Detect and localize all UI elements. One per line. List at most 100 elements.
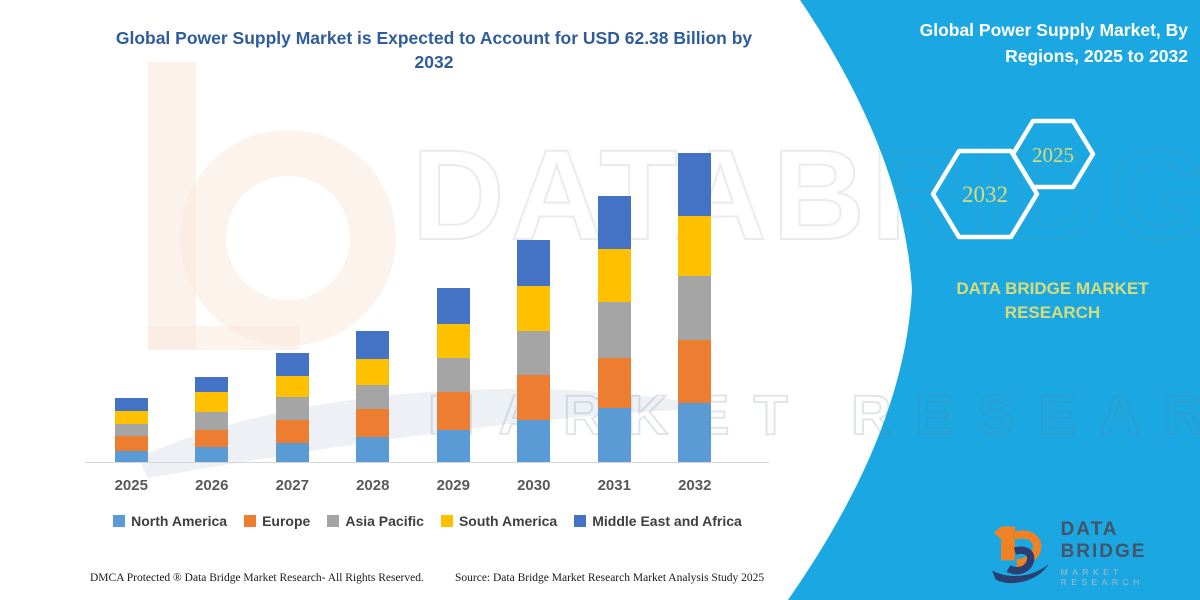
legend-item[interactable]: North America — [113, 513, 227, 529]
bar-segment[interactable] — [597, 249, 631, 303]
bar-segment[interactable] — [195, 377, 229, 392]
bar-segment[interactable] — [597, 302, 631, 358]
legend-swatch — [244, 515, 257, 527]
bar-segment[interactable] — [275, 397, 309, 421]
bar-segment[interactable] — [356, 437, 390, 463]
legend-label: Middle East and Africa — [592, 513, 742, 529]
bar-segment[interactable] — [678, 402, 712, 463]
bar-segment[interactable] — [195, 429, 229, 448]
legend-item[interactable]: South America — [440, 513, 557, 529]
bar-segment[interactable] — [517, 331, 551, 375]
logo-text-block: DATA BRIDGE MARKET RESEARCH — [1061, 519, 1200, 587]
x-axis-label-2030: 2030 — [517, 477, 551, 494]
bar-slot-2032 — [655, 142, 736, 463]
chart-title-line2: 2032 — [414, 52, 454, 72]
bar-segment[interactable] — [275, 420, 309, 444]
bar-segment[interactable] — [275, 443, 309, 463]
panel-brand-name: DATA BRIDGE MARKET RESEARCH — [930, 277, 1175, 325]
bar-slot-2028 — [333, 142, 414, 463]
stacked-bar-2031[interactable] — [597, 196, 631, 463]
bar-segment[interactable] — [195, 391, 229, 412]
x-axis-label-2026: 2026 — [195, 477, 229, 494]
bar-segment[interactable] — [114, 411, 148, 425]
bar-segment[interactable] — [356, 358, 390, 385]
bar-segment[interactable] — [356, 384, 390, 410]
stacked-bar-2025[interactable] — [114, 397, 148, 463]
hexagon-badge-2025: 2025 — [1010, 118, 1096, 190]
side-panel-title-line1: Global Power Supply Market, By — [919, 20, 1188, 40]
bar-slot-2029 — [413, 142, 494, 463]
bar-segment[interactable] — [195, 447, 229, 463]
source-attribution-text: Source: Data Bridge Market Research Mark… — [455, 572, 765, 584]
stacked-bar-2027[interactable] — [275, 352, 309, 463]
bar-segment[interactable] — [517, 240, 551, 287]
bar-slot-2027 — [252, 142, 333, 463]
legend-item[interactable]: Middle East and Africa — [574, 513, 742, 529]
bar-segment[interactable] — [517, 419, 551, 463]
bar-segment[interactable] — [436, 392, 470, 431]
stacked-bar-2029[interactable] — [436, 288, 470, 463]
legend-label: North America — [131, 513, 228, 529]
chart-legend: North America Europe Asia Pacific South Ame… — [80, 513, 775, 529]
panel-brand-line1: DATA BRIDGE MARKET — [956, 279, 1149, 298]
x-axis-label-2028: 2028 — [356, 477, 390, 494]
bar-segment[interactable] — [678, 339, 712, 403]
stacked-bar-2030[interactable] — [517, 240, 551, 463]
bar-segment[interactable] — [436, 323, 470, 358]
bar-segment[interactable] — [275, 376, 309, 398]
bar-segment[interactable] — [114, 424, 148, 437]
bar-segment[interactable] — [436, 430, 470, 463]
company-logo: DATA BRIDGE MARKET RESEARCH — [992, 519, 1200, 587]
x-axis-label-2027: 2027 — [275, 477, 309, 494]
bar-segment[interactable] — [597, 407, 631, 463]
bar-segment[interactable] — [436, 288, 470, 324]
bar-segment[interactable] — [195, 411, 229, 430]
stacked-bar-2032[interactable] — [678, 153, 712, 463]
bar-segment[interactable] — [114, 436, 148, 452]
legend-item[interactable]: Asia Pacific — [327, 513, 424, 529]
bar-segment[interactable] — [114, 397, 148, 412]
bar-segment[interactable] — [356, 409, 390, 438]
legend-swatch — [574, 515, 587, 527]
bar-segment[interactable] — [678, 275, 712, 340]
bar-segment[interactable] — [356, 331, 390, 359]
stacked-bar-2026[interactable] — [195, 377, 229, 463]
chart-title-line1: Global Power Supply Market is Expected t… — [115, 28, 753, 48]
bar-segment[interactable] — [517, 374, 551, 420]
side-panel-title: Global Power Supply Market, By Regions, … — [858, 17, 1188, 69]
chart-title: Global Power Supply Market is Expected t… — [88, 26, 780, 74]
bar-slot-2030 — [494, 142, 575, 463]
legend-item[interactable]: Europe — [244, 513, 310, 529]
bar-segment[interactable] — [678, 153, 712, 217]
bar-segment[interactable] — [517, 286, 551, 332]
bar-segment[interactable] — [597, 196, 631, 250]
legend-label: Asia Pacific — [345, 513, 424, 529]
x-axis-labels: 2025 2026 2027 2028 2029 2030 2031 2032 — [91, 477, 735, 494]
bar-segment[interactable] — [678, 216, 712, 276]
bar-slot-2031 — [574, 142, 655, 463]
x-axis-label-2031: 2031 — [597, 477, 631, 494]
data-bridge-logo-icon — [992, 526, 1049, 584]
bar-segment[interactable] — [275, 352, 309, 377]
badge-year-2032: 2032 — [962, 182, 1008, 207]
badge-year-2025: 2025 — [1032, 143, 1074, 167]
bar-segment[interactable] — [597, 357, 631, 408]
stacked-bar-plot — [91, 142, 735, 463]
logo-company-subtitle: MARKET RESEARCH — [1060, 567, 1144, 587]
legend-swatch — [327, 515, 340, 527]
bar-segment[interactable] — [114, 451, 148, 463]
x-axis-line — [85, 462, 769, 463]
bar-slot-2026 — [172, 142, 253, 463]
stacked-bar-2028[interactable] — [356, 331, 390, 463]
legend-label: Europe — [262, 513, 311, 529]
logo-company-name: DATA BRIDGE — [1060, 519, 1147, 562]
legend-swatch — [440, 515, 453, 527]
hexagon-badge-2032: 2032 — [930, 148, 1040, 240]
legend-swatch — [113, 515, 126, 527]
dmca-copyright-text: DMCA Protected ® Data Bridge Market Rese… — [90, 572, 424, 584]
side-panel-title-line2: Regions, 2025 to 2032 — [1005, 46, 1188, 66]
panel-brand-line2: RESEARCH — [1004, 303, 1101, 322]
bar-segment[interactable] — [436, 357, 470, 393]
